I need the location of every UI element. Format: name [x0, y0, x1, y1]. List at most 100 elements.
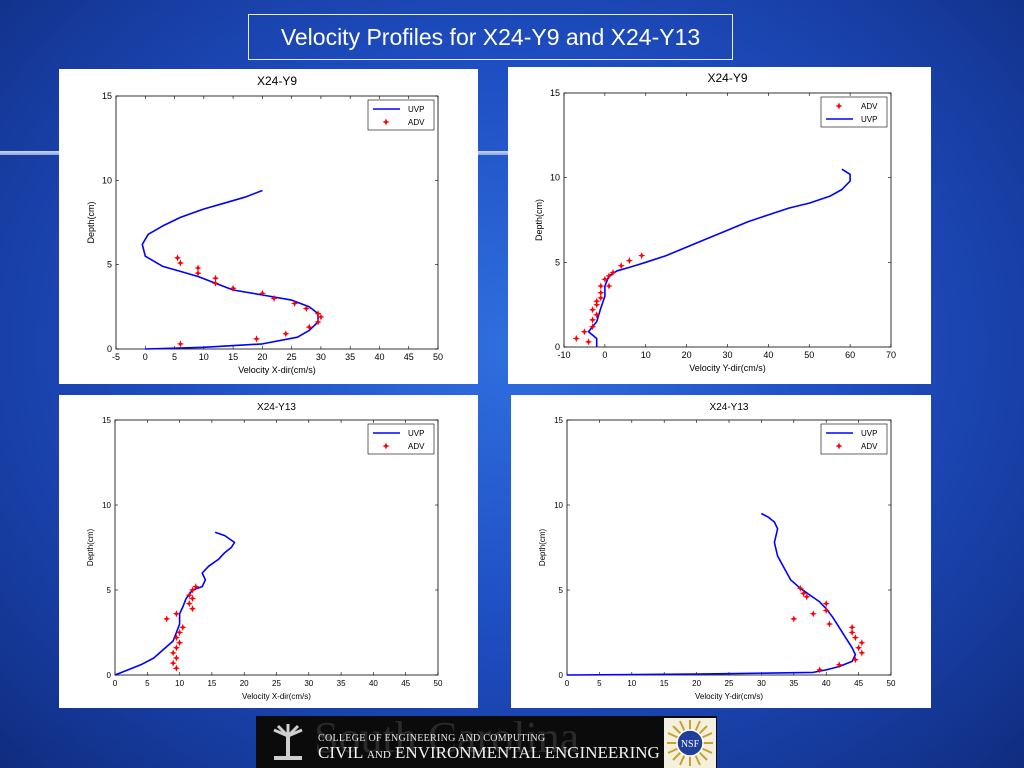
data-point-adv — [799, 589, 808, 597]
data-point-adv — [172, 610, 180, 618]
y-axis-label: Depth(cm) — [86, 201, 96, 243]
footer-department-name: CIVIL AND ENVIRONMENTAL ENGINEERING — [318, 743, 660, 762]
data-point-adv — [816, 666, 824, 674]
x-tick-label: 10 — [627, 679, 636, 688]
data-point-adv — [211, 274, 220, 282]
y-tick-label: 15 — [554, 416, 563, 425]
chart-panel-x24-y9-x-dir: X24-Y9 -5 0 5 10 15 20 25 30 35 40 45 50 0 5 10 15 Veloci… — [59, 69, 478, 384]
x-tick-label: 50 — [433, 352, 443, 362]
x-tick-label: 25 — [287, 352, 297, 362]
legend-swatch-adv — [382, 118, 390, 126]
x-tick-label: 45 — [404, 352, 414, 362]
x-tick-label: 5 — [172, 352, 177, 362]
chart-x24-y9-x-dir: X24-Y9-5 0 5 10 15 20 25 30 35 40 45 50051015Veloci… — [86, 74, 443, 375]
data-point-adv — [188, 586, 197, 594]
y-tick-label: 10 — [102, 175, 112, 185]
data-point-adv — [589, 306, 597, 314]
legend-label-uvp: UVP — [408, 105, 424, 114]
data-point-adv — [192, 583, 200, 591]
data-point-adv — [169, 649, 177, 657]
x-tick-label: 60 — [845, 350, 855, 360]
y-tick-label: 15 — [102, 416, 111, 425]
x-axis-label: Velocity Y-dir(cm/s) — [695, 692, 763, 701]
data-point-adv — [855, 644, 863, 652]
series-line-uvp — [566, 512, 857, 676]
x-tick-label: 0 — [143, 352, 148, 362]
x-tick-label: 15 — [660, 679, 669, 688]
data-point-adv — [809, 610, 817, 618]
data-point-adv — [803, 593, 811, 601]
y-tick-label: 10 — [554, 501, 563, 510]
y-axis-label: Depth(cm) — [86, 528, 95, 566]
x-tick-label: 10 — [199, 352, 209, 362]
x-tick-label: 50 — [434, 679, 443, 688]
data-point-adv — [851, 656, 859, 664]
footer-background-word: South Carolina — [314, 716, 580, 762]
data-point-adv — [858, 649, 866, 657]
data-point-adv — [169, 659, 177, 667]
data-point-adv — [609, 268, 617, 277]
chart-x24-y13-x-dir: X24-Y13 0 5 10 15 20 25 30 35 40 45 50 0 5 10 15 Velocit… — [86, 402, 443, 701]
data-point-adv — [601, 275, 609, 283]
y-tick-label: 5 — [555, 257, 560, 267]
data-point-adv — [625, 257, 633, 265]
legend-label-uvp: UVP — [408, 429, 424, 438]
data-point-adv — [194, 269, 202, 277]
legend-label-adv: ADV — [408, 118, 425, 127]
x-tick-label: 40 — [822, 679, 831, 688]
x-tick-label: 35 — [345, 352, 355, 362]
data-point-adv — [589, 316, 597, 324]
x-axis-label: Velocity X-dir(cm/s) — [242, 692, 311, 701]
data-point-adv — [848, 623, 856, 631]
data-point-adv — [258, 289, 266, 297]
x-tick-label: 40 — [374, 352, 384, 362]
nsf-logo-text: NSF — [681, 739, 700, 750]
x-tick-label: 25 — [725, 679, 734, 688]
data-point-adv — [252, 335, 261, 343]
x-tick-label: 15 — [207, 679, 216, 688]
x-tick-label: 30 — [757, 679, 766, 688]
footer-banner: South Carolina COLLEGE OF ENGINEERING AN… — [256, 716, 717, 768]
data-point-adv — [617, 262, 625, 270]
x-tick-label: 20 — [240, 679, 249, 688]
data-point-adv — [176, 259, 184, 267]
legend-swatch-adv — [835, 102, 843, 110]
plot-frame — [114, 419, 439, 676]
legend: ADV UVP — [820, 96, 888, 128]
data-point-adv — [790, 615, 798, 623]
x-tick-label: 25 — [272, 679, 281, 688]
y-tick-label: 0 — [559, 671, 564, 680]
x-tick-label: 40 — [369, 679, 378, 688]
legend-box — [367, 423, 435, 455]
x-axis-label: Velocity Y-dir(cm/s) — [689, 363, 766, 373]
slide-title: Velocity Profiles for X24-Y9 and X24-Y13 — [248, 14, 733, 60]
chart-title: X24-Y13 — [257, 402, 296, 413]
y-tick-label: 0 — [107, 344, 112, 354]
x-tick-label: 70 — [886, 350, 896, 360]
x-tick-label: 30 — [304, 679, 313, 688]
x-tick-label: 0 — [602, 350, 607, 360]
x-tick-label: 20 — [692, 679, 701, 688]
data-point-adv — [185, 591, 193, 599]
data-point-adv — [163, 615, 171, 623]
x-tick-label: 20 — [257, 352, 267, 362]
data-point-adv — [229, 284, 237, 292]
y-tick-label: 0 — [107, 671, 112, 680]
y-tick-label: 0 — [555, 342, 560, 352]
y-tick-label: 10 — [102, 501, 111, 510]
legend-swatch-adv — [835, 442, 843, 450]
data-point-adv — [593, 297, 601, 305]
chart-title: X24-Y9 — [707, 71, 747, 85]
legend-box — [820, 423, 888, 455]
data-point-adv — [597, 282, 605, 290]
y-tick-label: 10 — [550, 173, 560, 183]
y-tick-label: 5 — [107, 260, 112, 270]
plot-frame — [566, 419, 892, 676]
legend: UVP ADV — [367, 423, 435, 455]
chart-title: X24-Y13 — [710, 402, 749, 413]
data-point-adv — [211, 279, 220, 287]
x-tick-label: 0 — [113, 679, 118, 688]
data-point-adv — [176, 639, 184, 647]
data-point-adv — [172, 644, 180, 652]
data-point-adv — [597, 289, 605, 297]
